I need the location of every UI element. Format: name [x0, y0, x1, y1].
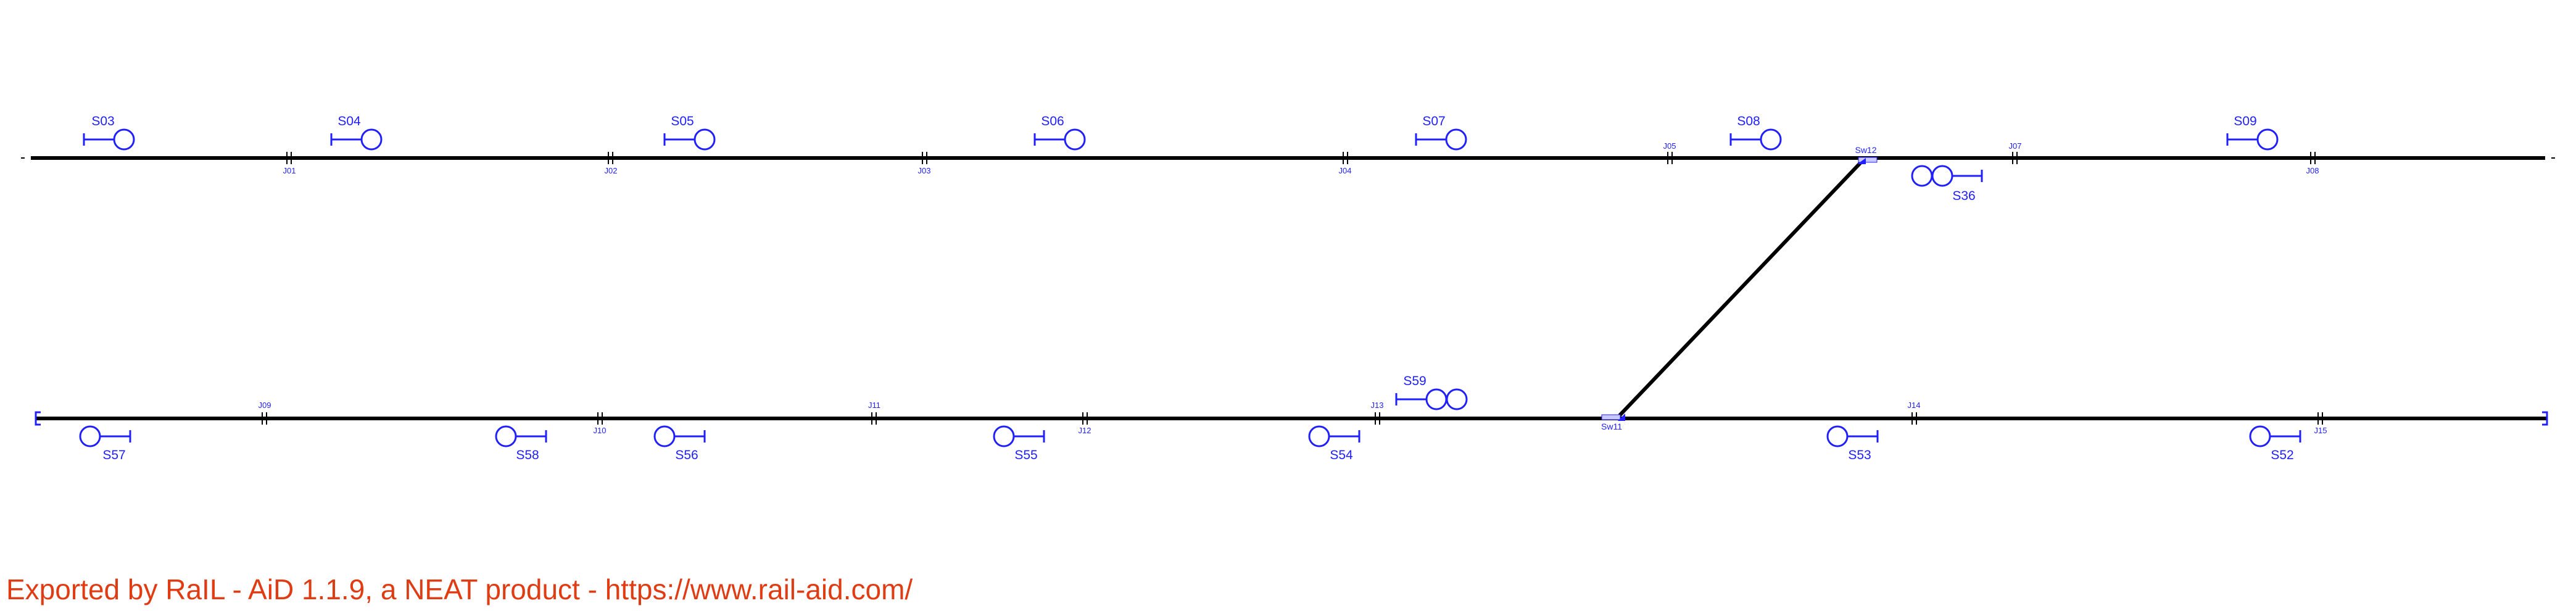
- signal-s03[interactable]: S03: [83, 114, 135, 151]
- joint-label: J07: [2009, 141, 2022, 151]
- signal-label: S54: [1330, 448, 1353, 462]
- joint-label: J14: [1908, 401, 1921, 410]
- signal-label: S07: [1422, 114, 1445, 128]
- signal-label: S55: [1014, 448, 1037, 462]
- signal-label: S59: [1403, 374, 1426, 388]
- joint-label: J08: [2306, 166, 2319, 175]
- joint-label: J09: [259, 401, 271, 410]
- signal-label: S06: [1041, 114, 1064, 128]
- joint-j02: J02: [605, 152, 618, 175]
- joint-label: J02: [605, 166, 618, 175]
- signal-label: S08: [1737, 114, 1760, 128]
- joint-j01: J01: [283, 152, 296, 175]
- signal-label: S53: [1848, 448, 1871, 462]
- signal-s05[interactable]: S05: [663, 114, 716, 151]
- joint-j10: J10: [594, 412, 607, 435]
- signal-label: S36: [1952, 189, 1975, 203]
- switch-sw11-marker: [1601, 414, 1625, 421]
- joint-j09: J09: [259, 401, 271, 425]
- joint-j11: J11: [868, 401, 880, 425]
- lower-track-left-buffer-stop: [35, 411, 41, 426]
- switch-label-sw12: Sw12: [1855, 145, 1876, 155]
- joint-label: J13: [1371, 401, 1384, 410]
- joint-label: J01: [283, 166, 296, 175]
- signal-s53[interactable]: S53: [1826, 425, 1879, 462]
- joint-label: J12: [1079, 426, 1091, 435]
- joint-label: J05: [1663, 141, 1676, 151]
- joint-j03: J03: [918, 152, 931, 175]
- joint-label: J04: [1339, 166, 1352, 175]
- signal-label: S52: [2271, 448, 2293, 462]
- signal-label: S58: [516, 448, 539, 462]
- signal-label: S56: [675, 448, 698, 462]
- joint-label: J15: [2314, 426, 2327, 435]
- lower-track-right-buffer-stop: [2542, 411, 2548, 426]
- signal-s07[interactable]: S07: [1415, 114, 1467, 151]
- signal-s06[interactable]: S06: [1033, 114, 1086, 151]
- signal-s09[interactable]: S09: [2226, 114, 2279, 151]
- signal-s58[interactable]: S58: [495, 425, 547, 462]
- joint-j05: J05: [1663, 141, 1676, 164]
- signal-label: S09: [2234, 114, 2256, 128]
- switch-label-sw11: Sw11: [1601, 422, 1622, 431]
- signal-s57[interactable]: S57: [79, 425, 131, 462]
- joint-j14: J14: [1908, 401, 1921, 425]
- signal-s08[interactable]: S08: [1729, 114, 1782, 151]
- signal-s52[interactable]: S52: [2249, 425, 2301, 462]
- joint-j12: J12: [1079, 412, 1091, 435]
- signal-label: S57: [102, 448, 125, 462]
- switch-sw12-marker: [1857, 157, 1878, 164]
- signal-label: S03: [91, 114, 114, 128]
- joint-j04: J04: [1339, 152, 1352, 175]
- joint-j07: J07: [2009, 141, 2022, 164]
- signal-s36[interactable]: S36: [1911, 165, 1983, 203]
- joint-label: J10: [594, 426, 607, 435]
- joint-label: J03: [918, 166, 931, 175]
- crossover-track: [1618, 159, 1864, 417]
- joint-label: J11: [868, 401, 880, 410]
- joint-j13: J13: [1371, 401, 1384, 425]
- signal-s04[interactable]: S04: [330, 114, 383, 151]
- signal-label: S05: [671, 114, 694, 128]
- signal-s54[interactable]: S54: [1308, 425, 1360, 462]
- joint-j15: J15: [2314, 412, 2327, 435]
- joint-j08: J08: [2306, 152, 2319, 175]
- export-footer-text: Exported by RaIL - AiD 1.1.9, a NEAT pro…: [6, 573, 913, 605]
- signal-s55[interactable]: S55: [993, 425, 1045, 462]
- signal-s59[interactable]: S59: [1395, 374, 1468, 410]
- signal-s56[interactable]: S56: [653, 425, 706, 462]
- signal-label: S04: [338, 114, 361, 128]
